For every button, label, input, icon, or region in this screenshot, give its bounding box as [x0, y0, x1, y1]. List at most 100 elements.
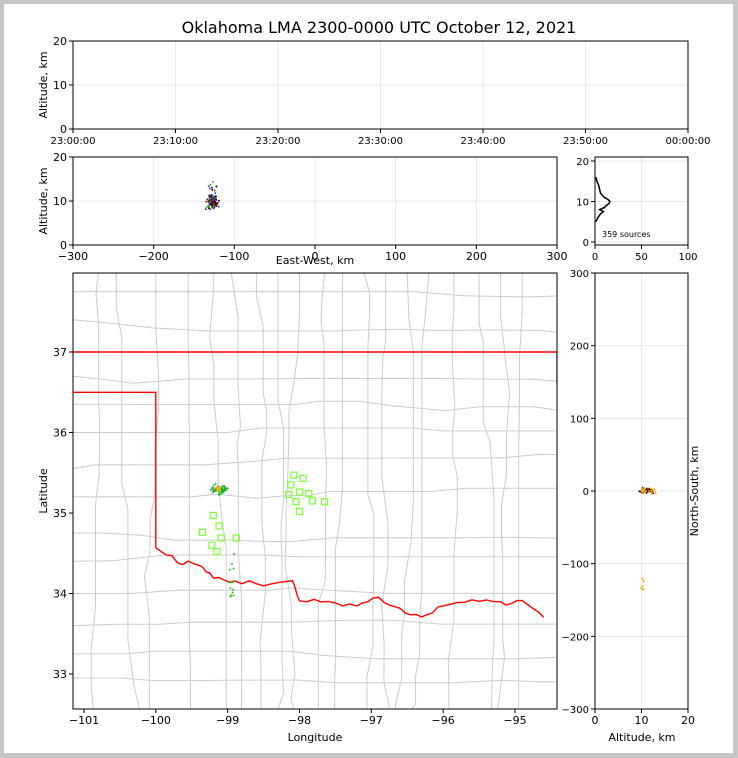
ew-altitude-sources [204, 181, 220, 211]
county-line [73, 554, 557, 562]
altitude-ns-yticks: −300 −200 −100 0 100 200 300 [562, 269, 595, 716]
source-point [651, 490, 654, 492]
altitude-ns-sources [638, 486, 657, 591]
county-line [447, 273, 458, 709]
station-marker [292, 498, 300, 506]
plan-view-tick-label: −101 [69, 714, 99, 727]
source-point [642, 487, 645, 489]
source-point [215, 185, 218, 188]
station-marker [308, 497, 317, 505]
source-point [639, 490, 642, 493]
source-point [210, 203, 212, 206]
source-point [210, 194, 213, 196]
flash-source-point [218, 493, 220, 496]
plan-view-tick-label: 36 [53, 427, 67, 440]
flash-source-point [222, 491, 225, 493]
time-height-tick-label: 23:50:00 [563, 136, 608, 147]
county-line [230, 273, 242, 709]
source-point [211, 206, 214, 209]
station-marker [215, 522, 223, 530]
ew-altitude-tick-label: 0 [312, 250, 319, 263]
flash-source-point [223, 487, 226, 489]
time-height-tick-label: 0 [60, 123, 67, 136]
flash-source-point [211, 486, 214, 489]
altitude-ns-ylabel: North-South, km [688, 446, 701, 537]
source-point [642, 581, 645, 583]
time-height-tick-label: 10 [53, 79, 67, 92]
source-point [214, 192, 217, 195]
figure-title: Oklahoma LMA 2300-0000 UTC October 12, 2… [182, 18, 577, 37]
county-line [73, 291, 557, 298]
source-point [218, 199, 220, 202]
station-marker [209, 511, 217, 520]
county-line [497, 273, 511, 709]
ew-altitude-tick-label: 0 [60, 239, 67, 252]
source-point [208, 207, 210, 210]
flash-source-point [214, 488, 217, 490]
source-point [206, 198, 209, 201]
flash-source-point [220, 489, 222, 491]
source-point [640, 489, 643, 491]
ew-altitude-grid [72, 156, 558, 246]
altitude-ns-xticks: 0 10 20 [592, 709, 695, 727]
flash-source-point [221, 487, 223, 489]
source-point [209, 183, 212, 186]
source-point [213, 197, 215, 199]
altitude-ns-panel: −300 −200 −100 0 100 200 300 0 10 20 Altitude, k… [562, 269, 701, 744]
county-line [334, 273, 344, 709]
source-point [641, 490, 643, 493]
source-point [214, 204, 217, 206]
source-point [213, 198, 216, 201]
ew-altitude-tick-label: 200 [466, 250, 487, 263]
flash-source-point [223, 489, 226, 492]
station-marker [285, 490, 293, 499]
source-point [208, 202, 211, 205]
county-line [518, 273, 523, 709]
source-point [641, 577, 643, 579]
plan-view-panel: 33 34 35 36 37 −101 −100 −99 −98 −97 −96 −95 Longi… [37, 272, 558, 744]
time-height-ylabel: Altitude, km [37, 51, 50, 118]
station-marker [305, 490, 313, 498]
plan-view-xticks: −101 −100 −99 −98 −97 −96 −95 [69, 709, 527, 727]
flash-source-point [225, 487, 228, 489]
time-height-grid [72, 40, 689, 130]
flash-source-point [220, 491, 223, 493]
source-point [215, 202, 217, 205]
time-height-yticks: 0 10 20 [53, 35, 73, 136]
source-point [207, 200, 209, 203]
source-point [213, 189, 216, 192]
flash-source-point [211, 488, 213, 490]
station-marker [295, 488, 304, 496]
source-point [648, 487, 651, 490]
flash-source-point [221, 485, 224, 488]
flash-source-point [229, 595, 232, 598]
histogram-panel: 0 10 20 0 50 100 359 sources [576, 156, 698, 263]
flash-origin-marker [215, 486, 221, 492]
plan-view-tick-label: −99 [216, 714, 239, 727]
ew-altitude-tick-label: 100 [385, 250, 406, 263]
county-line [255, 273, 268, 709]
time-height-tick-label: 20 [53, 35, 67, 48]
source-point [640, 586, 643, 589]
county-line [187, 273, 191, 709]
flash-source-point [231, 591, 234, 594]
source-point [211, 199, 214, 201]
altitude-ns-xlabel: Altitude, km [608, 731, 675, 744]
time-height-tick-label: 00:00:00 [666, 136, 711, 147]
source-point [643, 490, 645, 492]
flash-source-point [223, 486, 226, 489]
source-point [650, 492, 653, 495]
source-point [653, 488, 656, 491]
station-marker [217, 534, 225, 542]
source-point [652, 490, 655, 492]
source-point [215, 199, 218, 202]
source-point [648, 488, 650, 490]
county-line [73, 677, 557, 684]
flash-sources [209, 482, 235, 598]
ew-altitude-yticks: 0 10 20 [53, 151, 73, 252]
flash-source-point [220, 492, 223, 495]
source-point [207, 205, 210, 207]
plan-view-tick-label: −100 [141, 714, 171, 727]
county-line [277, 273, 285, 709]
